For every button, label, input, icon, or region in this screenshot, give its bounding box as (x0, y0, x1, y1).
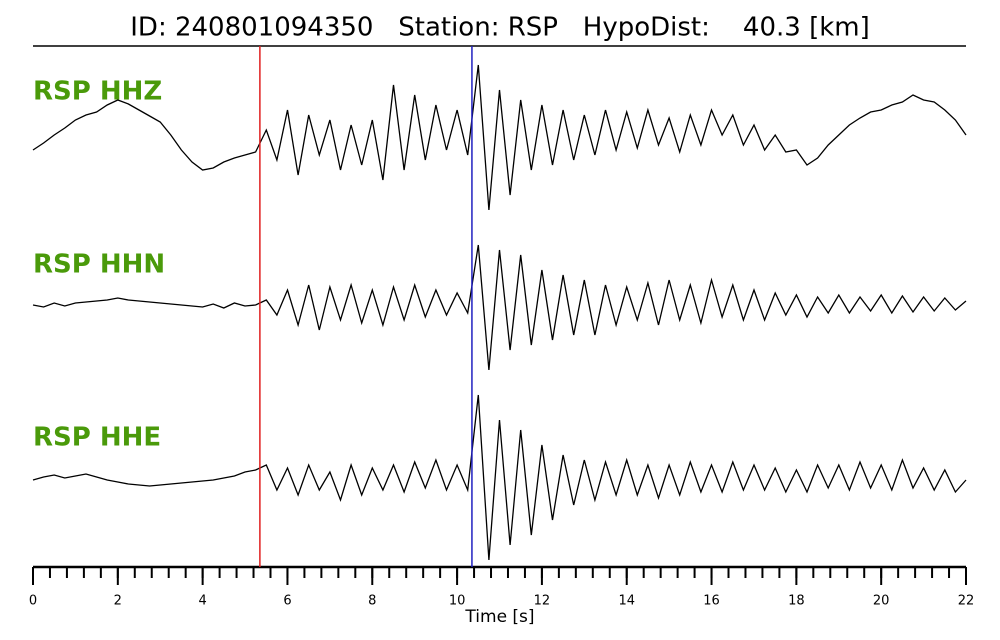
x-tick-label: 0 (29, 594, 37, 609)
x-tick-label: 14 (618, 594, 635, 609)
chart-title: ID: 240801094350 Station: RSP HypoDist: … (130, 13, 870, 43)
x-tick-label: 20 (873, 594, 890, 609)
x-tick-label: 4 (198, 594, 206, 609)
x-axis-label: Time [s] (464, 607, 534, 627)
x-tick-label: 22 (958, 594, 975, 609)
waveform (32, 64, 967, 211)
trace-label: RSP HHE (33, 423, 161, 453)
x-tick-label: 2 (114, 594, 122, 609)
x-tick-label: 8 (368, 594, 376, 609)
x-tick-label: 16 (703, 594, 720, 609)
waveform (32, 244, 967, 371)
x-tick-label: 6 (283, 594, 291, 609)
x-tick-label: 10 (449, 594, 466, 609)
trace-label: RSP HHZ (33, 77, 162, 107)
x-tick-label: 12 (534, 594, 551, 609)
waveform (32, 394, 967, 561)
x-tick-label: 18 (788, 594, 805, 609)
trace-label: RSP HHN (33, 250, 165, 280)
